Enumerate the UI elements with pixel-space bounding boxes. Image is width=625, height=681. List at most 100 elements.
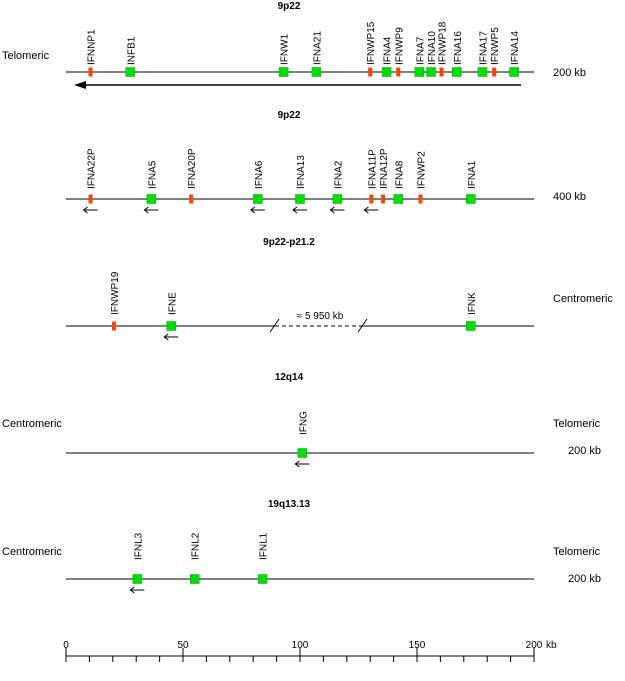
gene-ifng: IFNG: [294, 411, 310, 468]
gene-label: IFNL1: [259, 532, 270, 560]
gene-ifna12p: IFNA12P: [379, 148, 390, 204]
gene-label: IFNA13: [296, 155, 307, 189]
pseudogene-marker: [88, 67, 93, 77]
gene-ifna14: IFNA14: [509, 31, 521, 77]
gene-ifna22p: IFNA22P: [82, 148, 98, 214]
gene-label: IFNE: [167, 292, 178, 315]
left-end-label: Centromeric: [2, 546, 62, 558]
gene-ifnwp18: IFNWP18: [438, 21, 449, 77]
gene-ifna7: IFNA7: [414, 36, 426, 77]
row-title: 9p22: [278, 1, 301, 12]
direction-arrow-head: [292, 206, 298, 214]
gene-label: IFNW1: [280, 33, 291, 65]
row-length-label: 200 kb: [568, 573, 601, 585]
scale-tick-label: 150: [409, 640, 426, 651]
gene-label: IFNA16: [453, 31, 464, 65]
gene-marker: [466, 194, 476, 204]
gene-ifna4: IFNA4: [381, 36, 394, 77]
gene-marker: [132, 574, 143, 584]
gene-label: IFNWP9: [394, 27, 405, 65]
gene-marker: [466, 321, 476, 331]
gene-label: INFB1: [126, 36, 137, 65]
gene-marker: [311, 67, 322, 77]
gene-label: IFNA1: [467, 160, 478, 189]
gene-label: IFNL2: [191, 532, 202, 560]
gene-ifnwp9: IFNWP9: [394, 27, 405, 77]
direction-arrow-head: [329, 206, 335, 214]
gene-marker: [295, 194, 305, 204]
gene-marker: [414, 67, 425, 77]
scale-tick-label: 100: [292, 640, 309, 651]
gene-ifnl2: IFNL2: [189, 532, 202, 584]
gene-marker: [146, 194, 157, 204]
gene-label: IFNA5: [147, 160, 158, 189]
gene-ifna5: IFNA5: [143, 160, 159, 214]
direction-arrow-head: [250, 206, 256, 214]
gene-label: IFNL3: [133, 532, 144, 560]
row-title: 9p22: [278, 110, 301, 121]
gene-label: IFNA17: [479, 31, 490, 65]
gene-label: IFNA8: [394, 160, 405, 189]
pseudogene-marker: [368, 67, 373, 77]
gene-label: IFNA10: [427, 31, 438, 65]
pseudogene-marker: [396, 67, 401, 77]
gene-ifnnp1: IFNNP1: [87, 29, 98, 77]
gene-marker: [477, 67, 488, 77]
scale-tick-label: 50: [177, 640, 189, 651]
pseudogene-marker: [111, 321, 116, 331]
chromosome-row-1: 9p22 Telomeric 200 kb IFNNP1 INFB1 IFNW1 IFNA2…: [2, 1, 586, 89]
gene-marker: [426, 67, 436, 77]
gene-label: IFNA11P: [367, 149, 378, 189]
direction-arrow-head: [143, 206, 149, 214]
chromosome-row-4: 12q14 Centromeric Telomeric 200 kb IFNG: [2, 372, 601, 468]
gene-marker: [381, 67, 392, 77]
gene-label: IFNA12P: [379, 148, 390, 189]
row-title: 19q13.13: [268, 499, 311, 510]
right-end-label: Centromeric: [553, 293, 613, 305]
pseudogene-marker: [88, 194, 93, 204]
gene-ifna10: IFNA10: [426, 31, 438, 77]
right-end-label: Telomeric: [553, 546, 601, 558]
gene-marker: [253, 194, 263, 204]
gene-ifnk: IFNK: [466, 292, 478, 331]
gene-ifna16: IFNA16: [452, 31, 464, 77]
gene-marker: [297, 448, 308, 458]
row-title: 9p22-p21.2: [263, 237, 315, 248]
gene-label: IFNA14: [510, 31, 521, 65]
pseudogene-marker: [189, 194, 194, 204]
scale-tick-label: 200: [526, 640, 543, 651]
scale-tick-label: 0: [63, 640, 69, 651]
gene-ifna13: IFNA13: [292, 155, 307, 214]
gene-label: IFNA6: [254, 160, 265, 189]
gene-ifna21: IFNA21: [311, 31, 323, 77]
direction-arrow-head: [82, 206, 88, 214]
gene-ifna2: IFNA2: [329, 160, 345, 214]
gene-label: IFNA2: [333, 160, 344, 189]
chromosome-row-2: 9p22 400 kb IFNA22P IFNA5 IFNA20P IFNA6 IFNA13…: [66, 110, 586, 214]
gene-label: IFNWP2: [417, 151, 428, 189]
gene-infb1: INFB1: [125, 36, 137, 77]
gene-label: IFNA21: [312, 31, 323, 65]
gene-ifna6: IFNA6: [250, 160, 265, 214]
gene-ifna11p: IFNA11P: [363, 149, 379, 214]
gene-marker: [189, 574, 200, 584]
gene-label: IFNNP1: [87, 29, 98, 65]
left-end-label: Centromeric: [2, 418, 62, 430]
pseudogene-marker: [492, 67, 497, 77]
gene-label: IFNA20P: [187, 148, 198, 189]
gene-marker: [452, 67, 462, 77]
gene-ifna8: IFNA8: [393, 160, 405, 204]
pseudogene-marker: [381, 194, 386, 204]
gene-ifnl1: IFNL1: [257, 532, 270, 584]
direction-arrow-head: [129, 586, 135, 594]
gene-label: IFNK: [467, 292, 478, 315]
gene-marker: [393, 194, 404, 204]
pseudogene-marker: [418, 194, 423, 204]
right-end-label: Telomeric: [553, 418, 601, 430]
chromosome-rows: 9p22 Telomeric 200 kb IFNNP1 INFB1 IFNW1 IFNA2…: [2, 1, 613, 594]
gene-label: IFNA22P: [87, 148, 98, 189]
gene-marker: [125, 67, 136, 77]
direction-arrow-head: [294, 460, 300, 468]
gene-marker: [257, 574, 268, 584]
gene-ifnwp15: IFNWP15: [366, 21, 377, 77]
